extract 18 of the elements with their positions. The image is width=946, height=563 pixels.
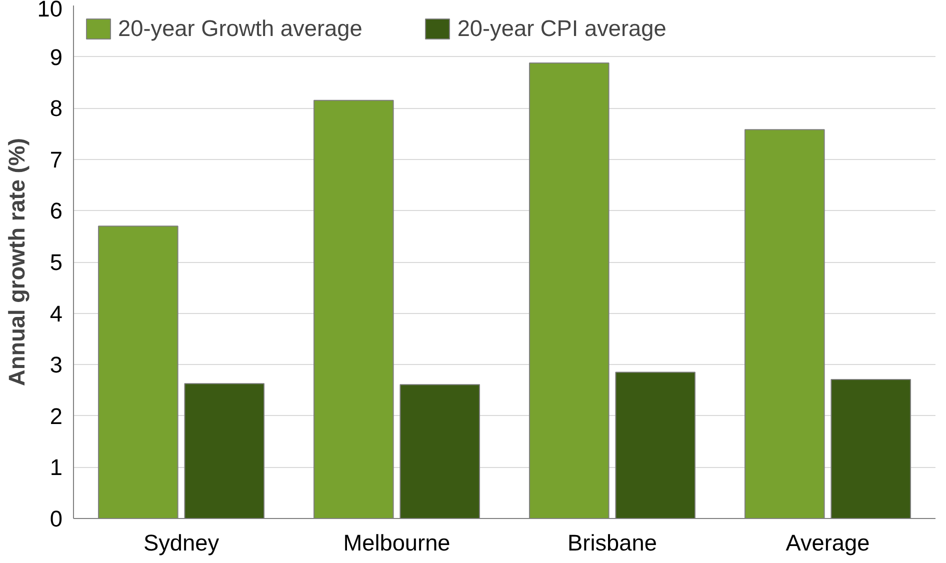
y-tick-label: 1 — [50, 454, 63, 480]
y-tick-label: 3 — [50, 352, 63, 378]
y-tick-label: 5 — [50, 249, 63, 275]
y-axis-title: Annual growth rate (%) — [3, 138, 30, 386]
x-tick-label: Brisbane — [568, 530, 657, 556]
y-tick-label: 9 — [50, 44, 63, 70]
x-tick-label: Melbourne — [343, 530, 450, 556]
y-tick-label: 8 — [50, 95, 63, 122]
y-tick-label: 6 — [50, 198, 63, 224]
y-tick-label: 2 — [50, 402, 63, 429]
y-tick-label: 0 — [50, 506, 63, 532]
x-tick-label: Average — [786, 530, 870, 556]
y-tick-label: 4 — [50, 300, 63, 326]
y-tick-label: 10 — [37, 0, 62, 22]
legend-label: 20-year Growth average — [118, 15, 362, 42]
legend-label: 20-year CPI average — [457, 15, 666, 42]
x-tick-label: Sydney — [143, 530, 220, 556]
y-tick-label: 7 — [50, 146, 63, 172]
